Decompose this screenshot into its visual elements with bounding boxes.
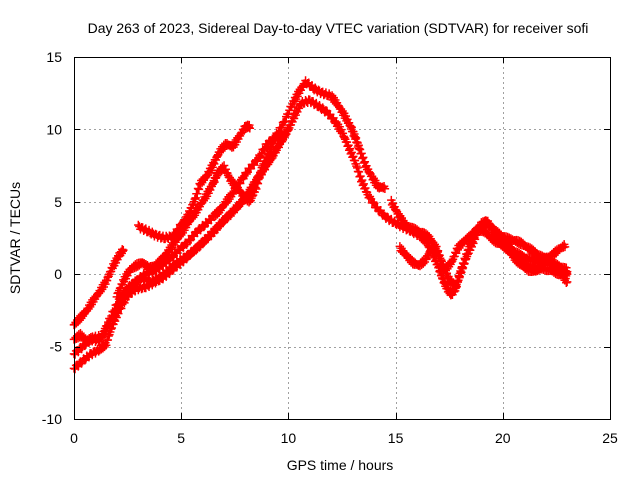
- data-point: [189, 232, 199, 241]
- data-point: [216, 219, 226, 229]
- data-point: [116, 304, 126, 313]
- data-point: [101, 340, 111, 350]
- data-point: [224, 213, 233, 222]
- data-point: [277, 122, 287, 132]
- data-point: [255, 173, 264, 183]
- plot-frame: [74, 57, 611, 420]
- data-point: [101, 326, 111, 335]
- data-point: [451, 281, 460, 290]
- data-point: [220, 216, 230, 225]
- data-point: [560, 242, 570, 252]
- data-point: [253, 157, 262, 166]
- y-axis-label: SDTVAR / TECUs: [7, 182, 23, 294]
- data-point: [269, 151, 278, 160]
- data-point: [113, 309, 123, 318]
- data-point: [562, 267, 572, 276]
- data-point: [199, 238, 208, 248]
- data-point: [361, 183, 370, 193]
- data-point: [458, 263, 468, 273]
- data-point: [358, 153, 368, 162]
- data-point: [168, 266, 177, 275]
- axis-ticks: [74, 57, 611, 420]
- data-point: [562, 278, 571, 288]
- data-series-track-h: [395, 223, 572, 288]
- data-point: [112, 292, 122, 302]
- data-point: [119, 245, 128, 255]
- data-point: [80, 356, 89, 365]
- data-point: [354, 167, 364, 177]
- data-point: [562, 277, 572, 287]
- data-point: [234, 201, 244, 211]
- y-tick-label: 5: [54, 194, 62, 210]
- data-series-track-f: [134, 120, 255, 244]
- data-point: [123, 292, 132, 302]
- data-point: [376, 205, 385, 215]
- x-tick-label: 5: [177, 430, 185, 446]
- data-point: [284, 110, 293, 119]
- data-point: [106, 324, 116, 334]
- data-point: [436, 255, 446, 265]
- x-tick-label: 10: [281, 430, 297, 446]
- x-tick-label: 20: [495, 430, 511, 446]
- data-point: [194, 185, 204, 194]
- data-point: [230, 205, 240, 215]
- y-tick-label: 0: [54, 266, 62, 282]
- x-axis-label: GPS time / hours: [287, 457, 394, 473]
- data-point: [120, 298, 129, 308]
- data-point: [272, 145, 281, 155]
- data-point: [229, 188, 238, 197]
- data-point: [168, 253, 177, 262]
- data-point: [206, 231, 216, 241]
- data-point: [245, 123, 255, 133]
- data-point: [253, 179, 263, 188]
- data-point: [340, 133, 349, 142]
- data-point: [562, 263, 571, 273]
- data-point: [457, 268, 466, 277]
- data-point: [199, 222, 208, 232]
- y-tick-label: 15: [46, 49, 62, 65]
- data-point: [369, 198, 379, 208]
- data-point: [256, 167, 266, 177]
- data-point: [80, 341, 89, 351]
- data-point: [185, 251, 195, 260]
- data-point: [193, 189, 202, 198]
- data-point: [228, 189, 237, 199]
- x-tick-label: 15: [388, 430, 404, 446]
- data-point: [284, 125, 293, 134]
- data-point: [325, 110, 335, 119]
- y-axis-tick-labels: -10 -5 0 5 10 15: [42, 49, 62, 427]
- y-tick-label: 10: [46, 121, 62, 137]
- y-tick-label: -10: [42, 411, 62, 427]
- data-point: [251, 184, 261, 194]
- data-point: [354, 144, 364, 153]
- data-point: [368, 197, 378, 207]
- data-point: [249, 160, 259, 170]
- data-point: [350, 156, 360, 165]
- data-point: [277, 129, 287, 139]
- data-point: [246, 164, 256, 173]
- data-point: [210, 228, 219, 237]
- data-point: [185, 236, 195, 245]
- chart-title: Day 263 of 2023, Sidereal Day-to-day VTE…: [88, 20, 589, 36]
- x-tick-label: 25: [602, 430, 618, 446]
- data-point: [102, 276, 112, 285]
- data-series-track-i: [498, 232, 572, 276]
- data-point: [97, 333, 107, 342]
- data-point: [373, 202, 382, 212]
- data-series-track-a: [69, 245, 128, 330]
- x-axis-tick-labels: 0 5 10 15 20 25: [70, 430, 618, 446]
- data-point: [187, 204, 196, 213]
- data-series-track-e: [112, 127, 287, 302]
- data-point: [460, 259, 469, 268]
- x-tick-label: 0: [70, 430, 78, 446]
- data-point: [103, 335, 113, 345]
- data-point: [380, 184, 390, 193]
- data-point: [190, 194, 200, 204]
- y-tick-label: -5: [50, 339, 63, 355]
